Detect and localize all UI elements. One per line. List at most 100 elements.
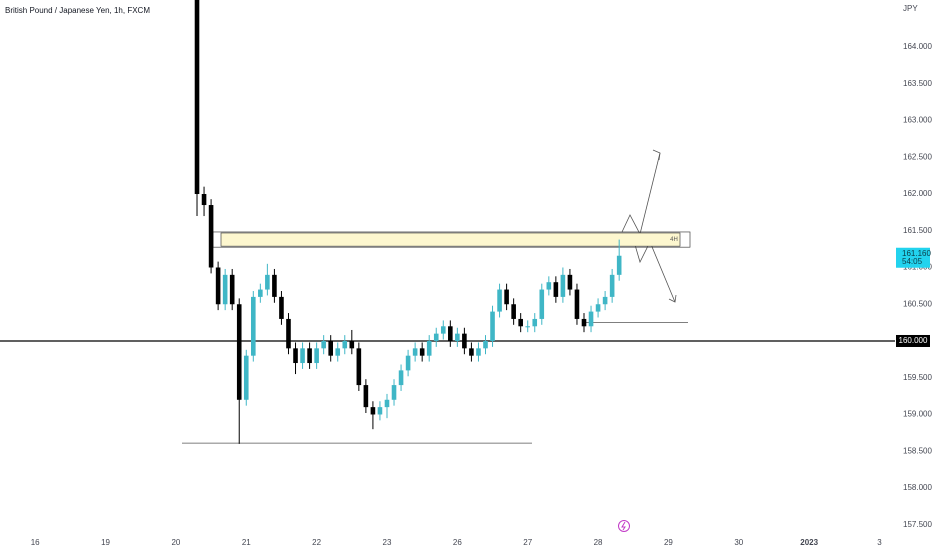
- last-price-label: 161.160: [902, 249, 931, 258]
- y-tick-label: 162.500: [903, 152, 932, 161]
- candle-body: [293, 348, 298, 364]
- candle-body: [412, 348, 418, 356]
- candle-body: [504, 289, 509, 305]
- x-tick-label: 28: [594, 538, 603, 547]
- x-tick-label: 3: [877, 538, 882, 547]
- candle-body: [201, 194, 207, 206]
- candle-body: [321, 340, 326, 349]
- candle-body: [208, 205, 214, 268]
- y-tick-label: 163.500: [903, 79, 932, 88]
- arrow-head: [652, 149, 661, 161]
- y-tick-label: 160.500: [903, 299, 932, 308]
- candle-body: [356, 348, 362, 386]
- candle-body: [574, 289, 580, 319]
- candle-body: [490, 311, 495, 341]
- x-tick-label: 16: [31, 538, 40, 547]
- currency: JPY: [903, 4, 918, 13]
- candle-body: [215, 267, 221, 305]
- candle-body: [539, 289, 545, 319]
- alert-icon[interactable]: [618, 520, 630, 532]
- y-tick-label: 158.500: [903, 446, 932, 455]
- candle-body: [455, 333, 460, 341]
- y-tick-label: 158.000: [903, 483, 932, 492]
- y-tick-label: 162.000: [903, 189, 932, 198]
- candle-body: [553, 282, 559, 297]
- candle-body: [229, 274, 235, 305]
- projection-down: [632, 237, 676, 303]
- y-tick-label: 163.000: [903, 116, 932, 125]
- level-label: 160.000: [899, 336, 928, 345]
- candle-body: [194, 0, 200, 195]
- candle-body: [279, 296, 284, 319]
- zone: [220, 232, 681, 247]
- candle-body: [328, 340, 333, 356]
- candle-body: [370, 407, 376, 415]
- countdown: 54:05: [902, 257, 923, 266]
- candle-body: [476, 348, 481, 356]
- x-tick-label: 27: [523, 538, 532, 547]
- candle-body: [448, 326, 453, 341]
- y-tick-label: 157.500: [903, 520, 932, 529]
- candle-body: [560, 274, 566, 297]
- x-tick-label: 29: [664, 538, 673, 547]
- candle-body: [251, 296, 256, 356]
- candle-body: [567, 274, 573, 290]
- candle-body: [602, 296, 608, 305]
- x-tick-label: 22: [312, 538, 321, 547]
- candle-body: [243, 355, 249, 400]
- candle-body: [286, 318, 291, 349]
- last-price-box: [896, 247, 930, 268]
- candle-body: [272, 274, 277, 297]
- chart-title: British Pound / Japanese Yen, 1h, FXCM: [5, 6, 150, 15]
- y-tick-label: 161.500: [903, 226, 932, 235]
- candle-body: [440, 326, 446, 334]
- candle-body: [426, 340, 432, 356]
- x-tick-label: 23: [383, 538, 392, 547]
- candle-body: [595, 304, 601, 312]
- arrow-head: [668, 294, 677, 303]
- candle-body: [236, 304, 242, 400]
- candle-body: [616, 255, 622, 275]
- candle-body: [398, 370, 404, 386]
- x-tick-label: 19: [101, 538, 110, 547]
- candle-body: [532, 318, 538, 327]
- level-label-box: [896, 334, 930, 347]
- candle-body: [609, 274, 615, 297]
- candle-body: [511, 304, 516, 319]
- y-tick-label: 164.000: [903, 42, 932, 51]
- candle-body: [349, 340, 355, 349]
- x-tick-label: 30: [734, 538, 743, 547]
- projection-up: [621, 152, 661, 236]
- candle-body: [497, 289, 502, 312]
- x-tick-label: 20: [171, 538, 180, 547]
- candle-body: [483, 340, 488, 349]
- candle-body: [307, 348, 312, 364]
- zone-label: 4H: [670, 237, 678, 243]
- candle-body: [525, 326, 531, 328]
- candle-body: [391, 385, 397, 400]
- candle-body: [384, 399, 390, 408]
- x-tick-label: 2023: [800, 538, 818, 547]
- candle-body: [469, 348, 474, 356]
- candle-body: [588, 311, 594, 327]
- candle-body: [405, 355, 411, 371]
- x-tick-label: 26: [453, 538, 462, 547]
- candle-body: [363, 385, 369, 408]
- candle-body: [377, 407, 383, 415]
- candle-body: [265, 274, 270, 290]
- candle-body: [335, 348, 341, 356]
- candle-body: [433, 333, 439, 341]
- candle-body: [300, 348, 305, 364]
- y-tick-label: 159.000: [903, 410, 932, 419]
- candle-body: [419, 348, 425, 356]
- y-tick-label: 159.500: [903, 373, 932, 382]
- candle-body: [462, 333, 467, 349]
- candle-body: [222, 274, 228, 305]
- plot-area: 4H: [0, 0, 895, 444]
- candle-body: [581, 318, 587, 327]
- candle-body: [546, 282, 552, 290]
- candle-body: [518, 318, 523, 327]
- candle-body: [342, 340, 348, 349]
